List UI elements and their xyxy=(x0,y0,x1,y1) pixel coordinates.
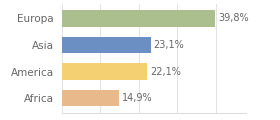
Text: 39,8%: 39,8% xyxy=(218,13,249,23)
Bar xyxy=(62,37,151,53)
Text: 22,1%: 22,1% xyxy=(150,66,181,77)
Text: 14,9%: 14,9% xyxy=(122,93,153,103)
Text: 23,1%: 23,1% xyxy=(154,40,184,50)
Bar xyxy=(62,10,215,27)
Bar xyxy=(62,90,119,106)
Bar xyxy=(62,63,147,80)
